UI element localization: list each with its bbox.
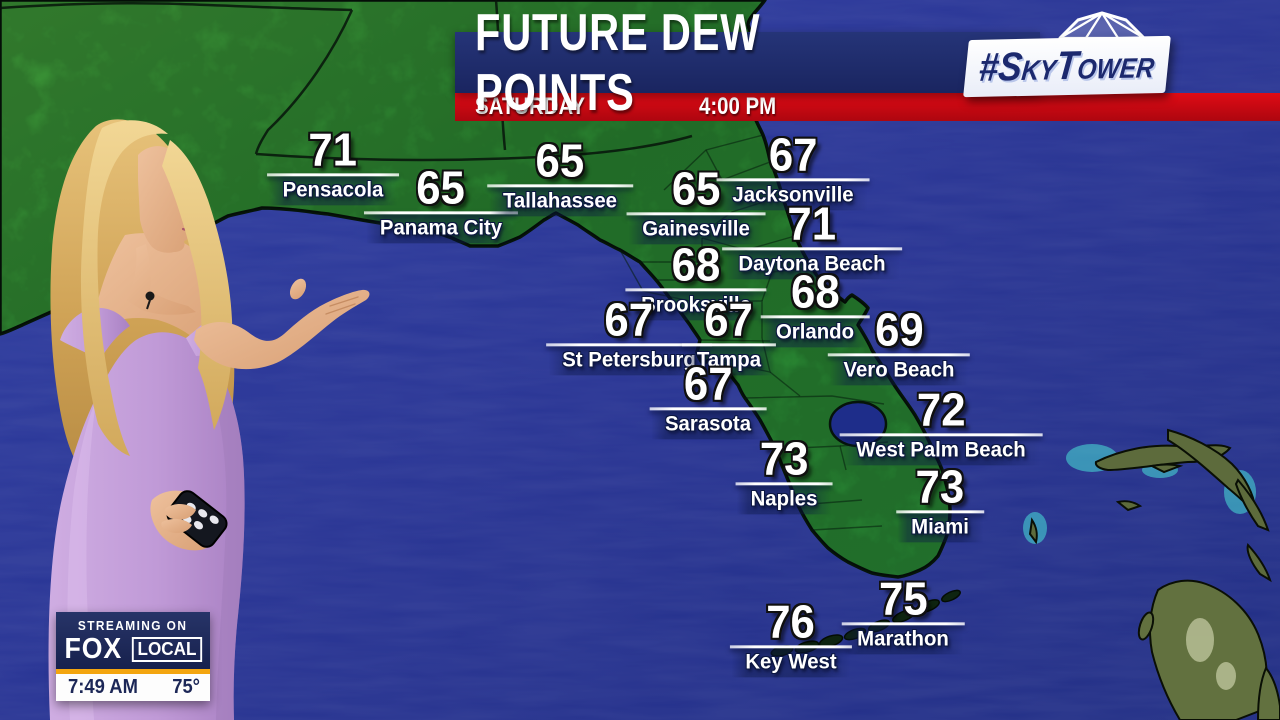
dew-point-label-daytona-beach: 71 Daytona Beach: [722, 197, 902, 280]
dew-point-value: 73: [759, 432, 809, 485]
station-badge: STREAMING ON FOX LOCAL 7:49 AM 75°: [56, 612, 210, 701]
dew-point-label-brooksville: 68 Brooksville: [625, 238, 767, 321]
dew-point-value: 65: [416, 161, 466, 214]
label-underline: [841, 622, 965, 626]
time-temp-bar: 7:49 AM 75°: [56, 674, 210, 701]
dew-point-label-sarasota: 67 Sarasota: [649, 357, 767, 440]
label-underline: [267, 173, 399, 177]
dew-point-value: 65: [671, 162, 721, 215]
fox-logo-text: FOX: [64, 633, 123, 665]
city-name: St Petersburg: [548, 346, 710, 376]
dew-point-value: 68: [671, 238, 721, 291]
presenter-arm: [194, 278, 370, 370]
dew-point-value: 71: [787, 197, 837, 250]
dew-point-value: 67: [604, 293, 654, 346]
streaming-badge: STREAMING ON FOX LOCAL: [56, 612, 210, 669]
city-name: Tampa: [683, 346, 775, 376]
city-name: Orlando: [762, 318, 868, 348]
dew-point-value: 67: [683, 357, 733, 410]
skytower-logo: #SkyTower: [963, 35, 1171, 98]
label-underline: [546, 343, 712, 347]
dew-point-label-jacksonville: 67 Jacksonville: [716, 128, 870, 211]
city-name: Brooksville: [627, 291, 765, 321]
dew-point-value: 72: [916, 383, 966, 436]
dew-point-label-miami: 73 Miami: [896, 460, 984, 543]
city-name: West Palm Beach: [842, 436, 1040, 466]
dew-point-label-gainesville: 65 Gainesville: [626, 162, 766, 245]
skytower-logo-text: #SkyTower: [977, 42, 1157, 90]
forecast-time: 4:00 PM: [699, 93, 777, 120]
forecast-day: SATURDAY: [475, 93, 585, 120]
dew-point-value: 75: [878, 572, 928, 625]
dew-point-value: 67: [704, 293, 754, 346]
current-time: 7:49 AM: [68, 676, 138, 698]
dew-point-value: 71: [308, 123, 358, 176]
dew-point-value: 69: [874, 303, 924, 356]
city-name: Miami: [897, 513, 983, 543]
dew-point-value: 65: [535, 134, 585, 187]
label-underline: [716, 178, 870, 182]
dew-point-label-vero-beach: 69 Vero Beach: [827, 303, 971, 386]
label-underline: [363, 211, 519, 215]
label-underline: [649, 407, 767, 411]
label-underline: [487, 184, 633, 188]
dew-point-label-tallahassee: 65 Tallahassee: [487, 134, 633, 217]
dew-point-label-tampa: 67 Tampa: [681, 293, 777, 376]
dew-point-label-west-palm-beach: 72 West Palm Beach: [839, 383, 1043, 466]
dew-point-label-panama-city: 65 Panama City: [363, 161, 519, 244]
dew-point-value: 76: [766, 595, 816, 648]
local-logo-text: LOCAL: [131, 636, 202, 662]
streaming-on-label: STREAMING ON: [78, 619, 188, 633]
city-name: Tallahassee: [489, 187, 631, 217]
fox-local-logo: FOX LOCAL: [62, 633, 204, 665]
dew-point-label-key-west: 76 Key West: [729, 595, 853, 678]
city-name: Naples: [737, 485, 831, 515]
dew-point-value: 67: [768, 128, 818, 181]
dew-point-label-orlando: 68 Orlando: [760, 265, 870, 348]
label-underline: [896, 510, 984, 514]
current-temperature: 75°: [171, 676, 200, 698]
label-underline: [626, 212, 766, 216]
city-name: Pensacola: [269, 176, 397, 206]
label-underline: [760, 315, 870, 319]
valid-time-banner: SATURDAY 4:00 PM: [455, 93, 1280, 121]
city-name: Vero Beach: [829, 356, 969, 386]
lapel-mic-icon: [145, 291, 155, 310]
city-name: Daytona Beach: [724, 250, 900, 280]
label-underline: [722, 247, 902, 251]
city-name: Marathon: [843, 625, 963, 655]
dew-point-label-st-petersburg: 67 St Petersburg: [546, 293, 712, 376]
state-border-lines: [0, 0, 693, 162]
badge-gold-divider: [56, 669, 210, 674]
page-title: FUTURE DEW POINTS: [475, 3, 761, 122]
city-name: Jacksonville: [718, 181, 868, 211]
presenter-neck: [126, 244, 196, 315]
dew-point-value: 73: [915, 460, 965, 513]
presenter-hand-remote: [150, 490, 228, 551]
florida-keys: [770, 589, 961, 657]
label-underline: [681, 343, 777, 347]
label-underline: [839, 433, 1043, 437]
dew-point-label-marathon: 75 Marathon: [841, 572, 965, 655]
label-underline: [729, 645, 853, 649]
city-name: Gainesville: [628, 215, 764, 245]
label-underline: [625, 288, 767, 292]
city-name: Key West: [731, 648, 851, 678]
title-banner: FUTURE DEW POINTS: [455, 4, 1040, 122]
label-underline: [735, 482, 833, 486]
city-name: Sarasota: [651, 410, 765, 440]
dew-point-value: 68: [790, 265, 840, 318]
city-name: Panama City: [366, 214, 516, 244]
bahamas-islands: [1023, 428, 1280, 720]
label-underline: [827, 353, 971, 357]
dew-point-label-naples: 73 Naples: [735, 432, 833, 515]
dew-point-label-pensacola: 71 Pensacola: [267, 123, 399, 206]
